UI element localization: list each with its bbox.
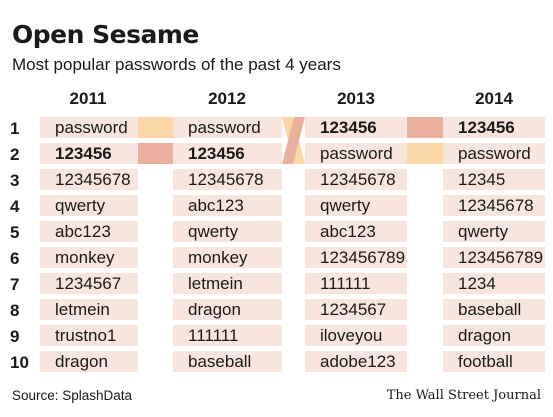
password-cell-2011-rank-1: password [40, 117, 138, 138]
chart-title: Open Sesame [12, 20, 199, 49]
password-cell-2014-rank-5: qwerty [443, 221, 545, 242]
password-cell-2011-rank-10: dragon [40, 351, 138, 372]
source-note: Source: SplashData [12, 388, 133, 403]
password-cell-2012-rank-9: 111111 [173, 325, 282, 346]
rank-label-2: 2 [10, 145, 20, 164]
password-cell-2013-rank-5: abc123 [305, 221, 407, 242]
password-cell-2012-rank-1: password [173, 117, 282, 138]
password-cell-2012-rank-3: 12345678 [173, 169, 282, 190]
password-cell-2011-rank-2: 123456 [40, 143, 138, 164]
password-cell-2011-rank-7: 1234567 [40, 273, 138, 294]
swap-marker-2013-2014-rank-1 [407, 117, 443, 138]
password-cell-2013-rank-1: 123456 [305, 117, 407, 138]
password-cell-2014-rank-4: 12345678 [443, 195, 545, 216]
rank-label-8: 8 [10, 301, 20, 320]
password-cell-2014-rank-6: 123456789 [443, 247, 545, 268]
password-cell-2011-rank-4: qwerty [40, 195, 138, 216]
chart-subtitle: Most popular passwords of the past 4 yea… [12, 55, 341, 74]
password-cell-2012-rank-2: 123456 [173, 143, 282, 164]
password-cell-2013-rank-7: 111111 [305, 273, 407, 294]
password-cell-2011-rank-6: monkey [40, 247, 138, 268]
password-cell-2014-rank-10: football [443, 351, 545, 372]
password-cell-2013-rank-10: adobe123 [305, 351, 407, 372]
rank-label-5: 5 [10, 223, 20, 242]
credit-note: The Wall Street Journal [386, 388, 541, 403]
password-cell-2012-rank-10: baseball [173, 351, 282, 372]
password-cell-2014-rank-1: 123456 [443, 117, 545, 138]
password-cell-2013-rank-2: password [305, 143, 407, 164]
password-cell-2013-rank-9: iloveyou [305, 325, 407, 346]
password-cell-2014-rank-3: 12345 [443, 169, 545, 190]
rank-label-4: 4 [10, 197, 20, 216]
swap-marker-2013-2014-rank-2 [407, 143, 443, 164]
swap-marker-2011-2012-rank-1 [138, 117, 173, 138]
rank-label-3: 3 [10, 171, 20, 190]
rank-label-1: 1 [10, 119, 20, 138]
password-cell-2014-rank-2: password [443, 143, 545, 164]
password-cell-2013-rank-3: 12345678 [305, 169, 407, 190]
year-header-2013: 2013 [337, 89, 375, 108]
password-cell-2011-rank-5: abc123 [40, 221, 138, 242]
password-cell-2013-rank-8: 1234567 [305, 299, 407, 320]
rank-label-7: 7 [10, 275, 20, 294]
password-cell-2014-rank-7: 1234 [443, 273, 545, 294]
password-cell-2013-rank-6: 123456789 [305, 247, 407, 268]
swap-marker-2011-2012-rank-2 [138, 143, 173, 164]
password-cell-2011-rank-9: trustno1 [40, 325, 138, 346]
password-cell-2012-rank-6: monkey [173, 247, 282, 268]
password-cell-2014-rank-8: baseball [443, 299, 545, 320]
swap-marker-2012-2013-cross-light [282, 117, 305, 164]
rank-label-10: 10 [10, 353, 29, 372]
rank-label-6: 6 [10, 249, 20, 268]
password-cell-2011-rank-8: letmein [40, 299, 138, 320]
swap-marker-2012-2013-cross-dark [282, 117, 305, 164]
password-cell-2012-rank-4: abc123 [173, 195, 282, 216]
password-cell-2012-rank-8: dragon [173, 299, 282, 320]
password-cell-2011-rank-3: 12345678 [40, 169, 138, 190]
password-cell-2013-rank-4: qwerty [305, 195, 407, 216]
year-header-2014: 2014 [475, 89, 513, 108]
password-cell-2012-rank-7: letmein [173, 273, 282, 294]
year-header-2012: 2012 [208, 89, 246, 108]
password-cell-2014-rank-9: dragon [443, 325, 545, 346]
year-header-2011: 2011 [69, 89, 107, 108]
rank-label-9: 9 [10, 327, 20, 346]
password-cell-2012-rank-5: qwerty [173, 221, 282, 242]
